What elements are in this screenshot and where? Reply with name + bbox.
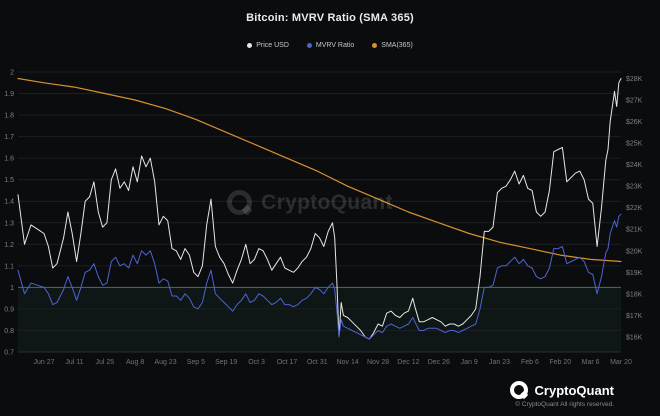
left-axis-label: 1.8 bbox=[4, 113, 14, 120]
left-axis-label: 1 bbox=[10, 285, 14, 292]
right-axis-label: $20K bbox=[626, 248, 643, 255]
right-axis-label: $28K bbox=[626, 76, 643, 83]
undervalued-band bbox=[18, 287, 621, 352]
x-axis-label: Dec 12 bbox=[397, 359, 419, 366]
left-axis-label: 1.2 bbox=[4, 242, 14, 249]
x-axis-label: Mar 20 bbox=[610, 359, 632, 366]
chart-title: Bitcoin: MVRV Ratio (SMA 365) bbox=[246, 12, 414, 24]
right-axis-label: $26K bbox=[626, 119, 643, 126]
right-axis-label: $18K bbox=[626, 291, 643, 298]
x-axis-label: Oct 17 bbox=[277, 359, 298, 366]
left-axis-label: 1.7 bbox=[4, 134, 14, 141]
x-axis-label: Aug 23 bbox=[154, 359, 176, 366]
left-axis-label: 2 bbox=[10, 70, 14, 77]
series-sma-365- bbox=[17, 77, 622, 263]
x-axis-label: Jul 11 bbox=[65, 359, 83, 366]
x-axis-label: Dec 26 bbox=[428, 359, 450, 366]
legend-dot bbox=[247, 43, 253, 48]
x-axis-label: Sep 5 bbox=[187, 359, 205, 366]
right-axis-label: $17K bbox=[626, 313, 643, 320]
cryptoquant-logo-icon bbox=[509, 381, 528, 399]
x-axis-label: Mar 6 bbox=[582, 359, 600, 366]
right-axis-label: $19K bbox=[626, 270, 643, 277]
right-axis-label: $25K bbox=[626, 141, 643, 148]
right-axis-label: $23K bbox=[626, 184, 643, 191]
chart-canvas[interactable]: 0.7 0.8 0.9 1 1.1 1.2 1.3 1.4 1.5 1.6 1.7 1.8 1.9 2 $1… bbox=[0, 64, 660, 370]
x-axis-label: Jul 25 bbox=[95, 359, 114, 366]
left-axis-label: 1.9 bbox=[4, 91, 14, 98]
chart-area: 0.7 0.8 0.9 1 1.1 1.2 1.3 1.4 1.5 1.6 1.7 1.8 1.9 2 $1… bbox=[0, 64, 660, 370]
legend-item[interactable]: SMA(365) bbox=[372, 42, 413, 49]
x-axis-label: Aug 8 bbox=[126, 359, 144, 366]
x-axis-label: Nov 28 bbox=[367, 359, 389, 366]
legend-label: MVRV Ratio bbox=[315, 42, 355, 49]
x-axis-label: Sep 19 bbox=[215, 359, 237, 366]
right-axis-label: $22K bbox=[626, 205, 643, 212]
x-axis-label: Feb 20 bbox=[549, 359, 571, 366]
legend-label: Price USD bbox=[256, 42, 289, 49]
left-axis-label: 1.5 bbox=[4, 177, 14, 184]
x-axis-label: Nov 14 bbox=[337, 359, 359, 366]
footer: CryptoQuant © CryptoQuant All rights res… bbox=[509, 381, 614, 408]
legend-label: SMA(365) bbox=[381, 42, 413, 49]
legend-item[interactable]: MVRV Ratio bbox=[306, 42, 355, 49]
legend: Price USD MVRV Ratio SMA(365) bbox=[0, 42, 660, 49]
right-axis-label: $21K bbox=[626, 227, 643, 234]
x-axis-label: Jun 27 bbox=[33, 359, 54, 366]
copyright-text: © CryptoQuant All rights reserved. bbox=[515, 401, 614, 408]
x-axis-label: Feb 6 bbox=[521, 359, 539, 366]
x-axis-label: Oct 31 bbox=[307, 359, 328, 366]
series-mvrv-ratio bbox=[17, 213, 622, 340]
brand-name: CryptoQuant bbox=[534, 382, 614, 398]
left-axis-label: 0.8 bbox=[4, 328, 14, 335]
left-axis-label: 1.4 bbox=[4, 199, 14, 206]
legend-item[interactable]: Price USD bbox=[247, 42, 289, 49]
right-axis-label: $27K bbox=[626, 98, 643, 105]
legend-dot bbox=[372, 43, 378, 48]
legend-dot bbox=[306, 43, 312, 48]
left-axis-label: 1.3 bbox=[4, 220, 14, 227]
left-axis-label: 1.6 bbox=[4, 156, 14, 163]
x-axis-label: Oct 3 bbox=[248, 359, 265, 366]
series-price-usd bbox=[17, 78, 622, 340]
left-axis-label: 0.7 bbox=[4, 350, 14, 357]
x-axis-label: Jan 23 bbox=[489, 359, 510, 366]
right-axis-label: $16K bbox=[626, 334, 643, 341]
left-axis-label: 1.1 bbox=[4, 263, 14, 270]
x-axis-label: Jan 9 bbox=[461, 359, 478, 366]
left-axis-label: 0.9 bbox=[4, 306, 14, 313]
right-axis-label: $24K bbox=[626, 162, 643, 169]
brand-row: CryptoQuant bbox=[509, 381, 614, 399]
